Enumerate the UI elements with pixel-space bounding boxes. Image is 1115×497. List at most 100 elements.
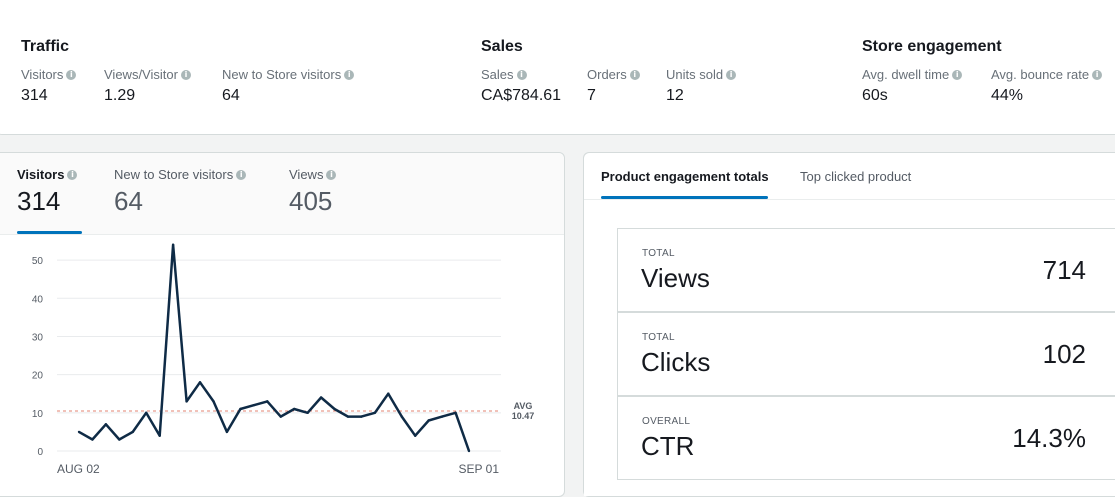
data-point bbox=[454, 411, 457, 415]
clicks-name: Clicks bbox=[641, 347, 711, 377]
tab-product-engagement-totals[interactable]: Product engagement totals bbox=[601, 169, 769, 184]
views-per-visitor-metric: Views/Visitor i 1.29 bbox=[104, 67, 191, 105]
product-engagement-card: Product engagement totals Top clicked pr… bbox=[583, 152, 1115, 497]
tab-views-value: 405 bbox=[289, 186, 333, 216]
new-to-store-value: 64 bbox=[222, 87, 240, 104]
tab-visitors-label: Visitors bbox=[17, 167, 65, 182]
tab-new-to-store-value: 64 bbox=[114, 186, 143, 216]
x-tick-label: AUG 02 bbox=[57, 462, 100, 476]
y-tick-label: 20 bbox=[32, 371, 44, 382]
orders-label: Orders bbox=[587, 67, 627, 82]
info-icon[interactable]: i bbox=[726, 69, 737, 80]
data-point bbox=[400, 415, 403, 418]
info-icon[interactable]: i bbox=[629, 69, 640, 80]
data-point bbox=[198, 381, 202, 384]
ctr-stat: OVERALL CTR 14.3% bbox=[617, 396, 1115, 480]
data-point bbox=[225, 430, 229, 434]
traffic-title: Traffic bbox=[21, 38, 70, 55]
units-sold-metric: Units sold i 12 bbox=[666, 67, 737, 105]
data-point bbox=[266, 400, 269, 403]
data-point bbox=[77, 430, 81, 434]
data-point bbox=[118, 438, 121, 441]
visitors-chart-card: Visitors i 314 New to Store visitors i 64 … bbox=[0, 152, 565, 497]
tab-views[interactable]: Views i 405 bbox=[289, 167, 337, 217]
active-tab-indicator bbox=[17, 231, 82, 234]
units-sold-label: Units sold bbox=[666, 67, 724, 82]
x-tick-label: SEP 01 bbox=[459, 462, 500, 476]
info-icon[interactable]: i bbox=[1092, 69, 1103, 80]
data-point bbox=[104, 423, 108, 426]
bounce-rate-value: 44% bbox=[991, 87, 1024, 104]
data-point bbox=[373, 411, 377, 415]
y-tick-label: 0 bbox=[37, 447, 43, 458]
dwell-time-metric: Avg. dwell time i 60s bbox=[862, 67, 963, 105]
info-icon[interactable]: i bbox=[344, 69, 355, 80]
info-icon[interactable]: i bbox=[516, 69, 527, 80]
visitors-metric: Visitors i 314 bbox=[21, 67, 77, 105]
data-point bbox=[414, 434, 417, 437]
visitors-series-line bbox=[78, 243, 471, 452]
y-tick-label: 50 bbox=[32, 256, 44, 267]
views-name: Views bbox=[641, 263, 710, 293]
orders-metric: Orders i 7 bbox=[587, 67, 640, 105]
tab-visitors-value: 314 bbox=[17, 186, 61, 216]
data-point bbox=[360, 415, 363, 418]
ctr-kicker: OVERALL bbox=[642, 416, 691, 427]
data-point bbox=[212, 400, 215, 403]
engagement-title: Store engagement bbox=[862, 38, 1002, 55]
y-tick-label: 40 bbox=[32, 294, 44, 305]
y-tick-label: 30 bbox=[32, 332, 44, 343]
visitors-value: 314 bbox=[21, 87, 48, 104]
sales-label: Sales bbox=[481, 67, 514, 82]
data-point bbox=[252, 403, 256, 407]
bounce-rate-metric: Avg. bounce rate i 44% bbox=[991, 67, 1103, 105]
data-point bbox=[91, 438, 94, 441]
data-point bbox=[131, 430, 134, 434]
data-point bbox=[185, 400, 188, 403]
tab-top-clicked-product[interactable]: Top clicked product bbox=[800, 169, 912, 184]
ctr-overall: 14.3% bbox=[1012, 423, 1086, 453]
info-icon[interactable]: i bbox=[180, 69, 191, 80]
tab-visitors[interactable]: Visitors i 314 bbox=[17, 167, 78, 217]
info-icon[interactable]: i bbox=[236, 169, 247, 180]
sales-title: Sales bbox=[481, 38, 523, 55]
info-icon[interactable]: i bbox=[66, 69, 77, 80]
info-icon[interactable]: i bbox=[67, 169, 78, 180]
chart-metric-tabs: Visitors i 314 New to Store visitors i 64 … bbox=[0, 153, 564, 235]
data-point bbox=[292, 407, 296, 411]
clicks-kicker: TOTAL bbox=[642, 332, 675, 343]
tab-new-to-store[interactable]: New to Store visitors i 64 bbox=[114, 167, 247, 217]
data-point bbox=[387, 392, 390, 395]
views-total: 714 bbox=[1042, 255, 1086, 285]
dwell-time-value: 60s bbox=[862, 87, 888, 104]
views-per-visitor-label: Views/Visitor bbox=[104, 67, 178, 82]
data-point bbox=[171, 243, 175, 247]
tab-new-to-store-label: New to Store visitors bbox=[114, 167, 234, 182]
sales-metric: Sales i CA$784.61 bbox=[481, 67, 561, 105]
y-tick-label: 10 bbox=[32, 409, 44, 420]
data-point bbox=[239, 407, 242, 411]
clicks-stat: TOTAL Clicks 102 bbox=[617, 312, 1115, 396]
tab-views-label: Views bbox=[289, 167, 324, 182]
data-point bbox=[306, 411, 309, 415]
avg-label: AVG bbox=[514, 401, 533, 411]
info-icon[interactable]: i bbox=[326, 169, 337, 180]
views-stat: TOTAL Views 714 bbox=[617, 228, 1115, 312]
summary-card: Traffic Visitors i 314 Views/Visitor i 1.2… bbox=[0, 0, 1115, 135]
data-point bbox=[440, 415, 444, 418]
data-point bbox=[319, 396, 323, 399]
data-point bbox=[333, 407, 336, 411]
data-point bbox=[145, 411, 148, 415]
new-to-store-label: New to Store visitors bbox=[222, 67, 342, 82]
views-per-visitor-value: 1.29 bbox=[104, 87, 136, 104]
clicks-total: 102 bbox=[1042, 339, 1086, 369]
dwell-time-label: Avg. dwell time bbox=[862, 67, 950, 82]
active-tab-indicator bbox=[601, 196, 768, 199]
units-sold-value: 12 bbox=[666, 87, 684, 104]
data-point bbox=[279, 415, 282, 418]
data-point bbox=[346, 415, 350, 418]
avg-value: 10.47 bbox=[512, 411, 535, 421]
info-icon[interactable]: i bbox=[952, 69, 963, 80]
sales-value: CA$784.61 bbox=[481, 87, 562, 104]
